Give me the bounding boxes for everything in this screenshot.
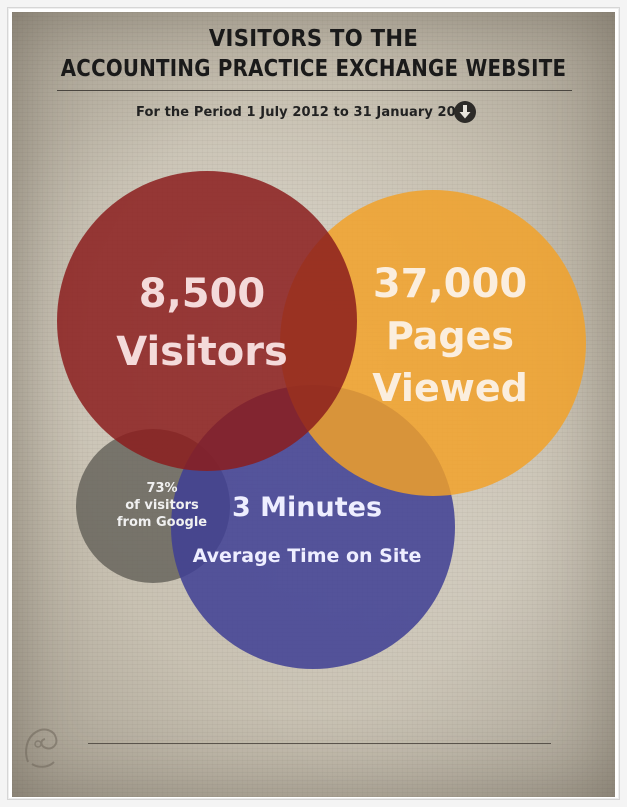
visitors-bubble (57, 171, 357, 471)
time-value: 3 Minutes (231, 492, 383, 523)
arrow-down-circle-icon (454, 101, 476, 123)
time-label: Average Time on Site (192, 545, 422, 567)
infographic-poster: VISITORS TO THE ACCOUNTING PRACTICE EXCH… (12, 12, 615, 797)
google-label-line-1: of visitors (125, 498, 199, 513)
visitors-label: Visitors (116, 329, 288, 375)
stamp-icon (25, 728, 58, 768)
period-row: For the Period 1 July 2012 to 31 January… (12, 99, 615, 127)
visitors-value: 8,500 (138, 271, 266, 317)
google-value: 73% (146, 481, 178, 496)
title-line-2: ACCOUNTING PRACTICE EXCHANGE WEBSITE (60, 56, 567, 82)
bottom-divider (88, 743, 551, 744)
title-line-1: VISITORS TO THE (208, 26, 419, 52)
pages-value: 37,000 (372, 261, 528, 307)
pages-viewed-bubble (280, 190, 586, 496)
title-divider (57, 90, 572, 91)
google-label-line-2: from Google (116, 515, 208, 530)
pages-label-line-2: Viewed (372, 366, 528, 410)
bubble-diagram (57, 171, 586, 669)
pages-label-line-1: Pages (385, 314, 515, 358)
period-text: For the Period 1 July 2012 to 31 January… (136, 105, 475, 120)
